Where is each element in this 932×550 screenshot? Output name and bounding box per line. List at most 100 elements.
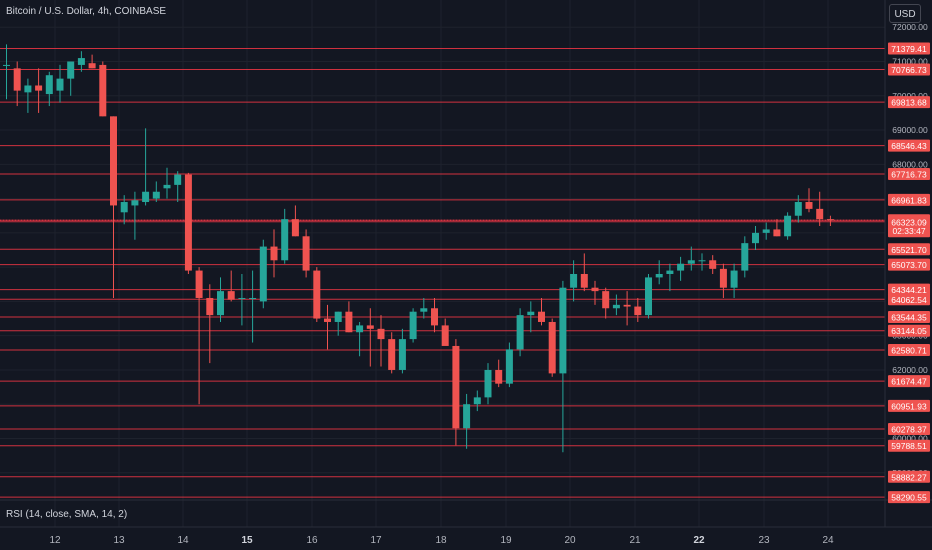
price-level-value: 58882.27 — [891, 472, 927, 482]
price-level-badge — [888, 243, 930, 256]
candle — [805, 188, 813, 213]
candle-body — [88, 63, 96, 69]
candle — [24, 78, 32, 113]
candle-body — [826, 219, 834, 221]
candle — [356, 321, 364, 357]
candle-body — [752, 232, 759, 244]
candle-body — [505, 349, 513, 384]
candle — [634, 297, 642, 322]
price-level-badge — [888, 470, 930, 483]
candle-body — [131, 200, 139, 206]
candle — [612, 294, 620, 316]
candle-body — [356, 325, 364, 333]
price-level-label: 71379.41 — [888, 42, 930, 55]
candle-body — [741, 243, 749, 271]
candle — [334, 311, 342, 336]
candle-body — [463, 404, 471, 429]
price-level-badge — [888, 63, 930, 76]
time-axis-label: 14 — [177, 535, 189, 546]
rsi-indicator-label[interactable]: RSI (14, close, SMA, 14, 2) — [6, 509, 128, 520]
price-level-badge — [888, 168, 930, 181]
candle — [826, 215, 834, 227]
candle-body — [677, 263, 685, 271]
price-level-value: 64062.54 — [891, 295, 927, 305]
candle-body — [559, 287, 567, 374]
time-axis-label: 21 — [629, 535, 641, 546]
candle — [195, 267, 203, 405]
candle-body — [3, 64, 10, 66]
candle — [184, 172, 192, 274]
candle-body — [805, 202, 813, 209]
candle-body — [77, 58, 85, 65]
price-level-value: 58290.55 — [891, 493, 927, 503]
candle-body — [409, 311, 417, 340]
candle — [645, 273, 652, 319]
candle — [677, 256, 685, 281]
candle — [473, 390, 481, 412]
candle — [484, 363, 492, 405]
candle — [45, 71, 53, 107]
candle-body — [270, 246, 278, 261]
candle — [463, 393, 471, 449]
candle-body — [645, 277, 652, 316]
candle — [345, 301, 353, 333]
candle-body — [420, 308, 428, 312]
price-level-badge — [888, 439, 930, 452]
candle — [687, 246, 695, 271]
candle-body — [698, 260, 706, 262]
candle-body — [184, 174, 192, 271]
candle-body — [762, 229, 770, 233]
candle — [495, 359, 503, 388]
price-level-label: 70766.73 — [888, 63, 930, 76]
candle — [163, 167, 171, 199]
candle-body — [99, 64, 107, 117]
candle-body — [388, 339, 396, 370]
candle-body — [345, 311, 353, 333]
candle-body — [591, 287, 599, 292]
candle-body — [238, 297, 246, 299]
candle — [35, 68, 43, 113]
price-axis-tick-label: 68000.00 — [892, 159, 928, 169]
price-level-value: 71379.41 — [891, 44, 927, 54]
candle — [505, 342, 513, 388]
price-level-badge — [888, 324, 930, 337]
candle — [238, 273, 246, 326]
currency-button[interactable]: USD — [889, 4, 921, 23]
candle-body — [580, 273, 588, 288]
price-level-badge — [888, 96, 930, 109]
price-level-label: 69813.68 — [888, 96, 930, 109]
candle-body — [687, 260, 695, 264]
candle-body — [206, 297, 214, 316]
price-level-value: 62580.71 — [891, 346, 927, 356]
candle — [698, 253, 706, 271]
candle-body — [13, 68, 21, 91]
price-level-badge — [888, 344, 930, 357]
candle — [784, 212, 792, 240]
candle-body — [227, 291, 235, 300]
candle-body — [623, 304, 631, 307]
price-level-value: 65073.70 — [891, 260, 927, 270]
time-axis-label: 20 — [564, 535, 576, 546]
candle-body — [784, 215, 792, 237]
candle-body — [527, 311, 535, 316]
candle — [174, 171, 182, 203]
price-level-label: 65521.70 — [888, 243, 930, 256]
candle-body — [313, 270, 321, 319]
chart-title: Bitcoin / U.S. Dollar, 4h, COINBASE — [6, 6, 167, 17]
candle — [110, 116, 117, 298]
candle — [88, 54, 96, 69]
candle-body — [281, 219, 289, 261]
price-level-badge — [888, 193, 930, 206]
price-level-label: 60951.93 — [888, 399, 930, 412]
price-level-value: 69813.68 — [891, 98, 927, 108]
candle — [99, 61, 107, 117]
candle — [741, 236, 749, 278]
candle — [324, 304, 331, 350]
candle-body — [484, 369, 492, 398]
candle-body — [773, 229, 781, 237]
candle — [420, 297, 428, 319]
price-level-label: 60278.37 — [888, 422, 930, 435]
price-axis-tick-label: 60000.00 — [892, 434, 928, 444]
